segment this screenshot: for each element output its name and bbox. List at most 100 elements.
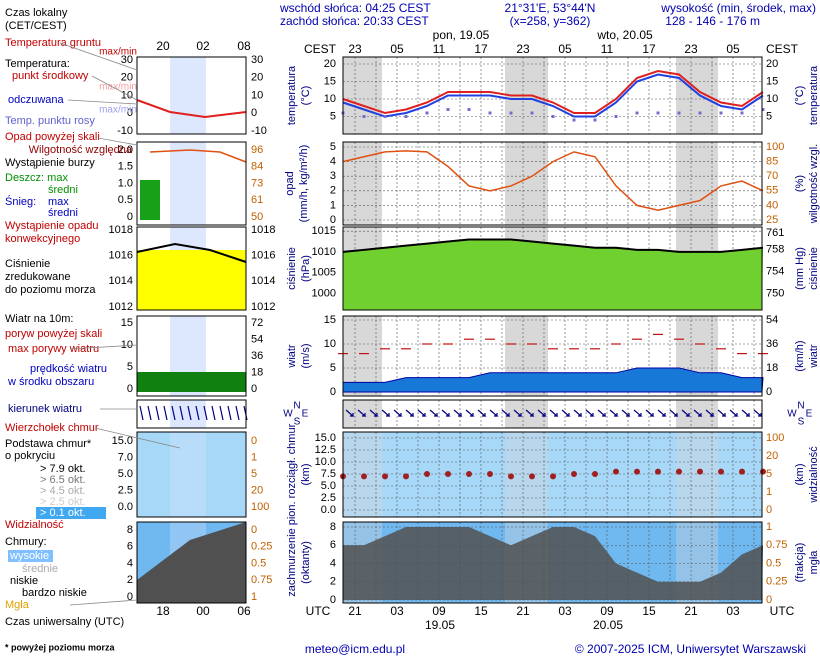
axis-title: (mm Hg)	[794, 247, 806, 290]
dewpoint-mark	[614, 115, 618, 118]
wind-arrow	[597, 409, 607, 417]
axis-title: wiatr	[286, 344, 298, 369]
wind-arrow	[441, 409, 451, 417]
dewpoint-mark	[467, 108, 471, 111]
mini-tick-label: 0	[127, 211, 133, 223]
mini-tick-label: 10	[121, 339, 133, 351]
hour-label: 15	[474, 604, 488, 618]
axis-title: (m/s)	[300, 343, 312, 368]
dewpoint-mark	[425, 111, 429, 115]
label: > 7.9 okt.	[40, 463, 86, 475]
wind-arrow	[717, 409, 727, 417]
mini-wind-arrow	[235, 405, 240, 421]
mini-tick-label: 30	[251, 54, 263, 66]
mini-tick-label: 1016	[109, 250, 133, 262]
y-tick-label: 0.25	[766, 576, 787, 588]
label: Wystąpienie burzy	[5, 157, 95, 169]
axis-title: (°C)	[794, 86, 806, 106]
axis-title: temperatura	[808, 65, 820, 125]
wind-arrow	[681, 409, 691, 417]
panel-border	[342, 315, 763, 397]
mini-tick-label: 5	[251, 468, 257, 480]
pressure-line	[342, 238, 764, 253]
label: Wystąpienie opadu	[5, 220, 98, 232]
mini-tick-label: 1	[251, 451, 257, 463]
cloud-top-mark	[466, 471, 472, 477]
mini-tick-label: 1.5	[118, 161, 133, 173]
y-tick-label: 1005	[312, 267, 336, 279]
mini-tick-label: 4	[127, 557, 133, 569]
night-band	[343, 142, 382, 225]
wind-arrow	[585, 409, 595, 417]
label: max/min	[99, 105, 137, 116]
mini-tick-label: 73	[251, 177, 263, 189]
wind-arrow	[537, 409, 547, 417]
y-tick-label: 5	[330, 362, 336, 374]
y-tick-label: 758	[766, 243, 784, 255]
dewpoint-mark	[656, 111, 660, 115]
y-tick-label: 20	[324, 58, 336, 70]
axis-title: (hPa)	[300, 255, 312, 282]
cloud-top-mark	[760, 468, 766, 475]
mini-hour: 08	[237, 39, 251, 53]
y-tick-label: 0.75	[766, 539, 787, 551]
mini-tick-label: 1012	[109, 301, 133, 313]
mini-border	[136, 431, 247, 518]
axis-title: (km/h)	[794, 340, 806, 371]
mini-tick-label: 50	[251, 211, 263, 223]
compass: E	[302, 409, 309, 420]
mini-day-band	[170, 400, 206, 428]
mini-wind-arrow	[187, 405, 192, 421]
wind-arrow	[561, 409, 571, 417]
label: Ciśnienie	[5, 258, 50, 270]
label: średnie	[22, 563, 58, 575]
axis-title: wiatr	[808, 344, 820, 369]
mini-tick-label: 0	[127, 383, 133, 395]
mini-wind-arrow	[203, 405, 208, 421]
label: max	[48, 196, 69, 208]
wind-arrow	[657, 409, 667, 417]
mini-tick-label: 2.0	[118, 144, 133, 156]
compass: N	[293, 401, 300, 412]
mini-tick-label: 0	[251, 435, 257, 447]
y-tick-label: 1000	[312, 287, 336, 299]
dewpoint-mark	[761, 108, 765, 111]
mini-tick-label: 0	[127, 591, 133, 603]
label: odczuwana	[8, 94, 65, 106]
mini-tick-label: 0.75	[251, 574, 272, 586]
label: > 6.5 okt.	[40, 474, 86, 486]
dewpoint-mark	[383, 115, 387, 118]
label: o pokryciu	[5, 450, 55, 462]
y-tick-label: 5	[330, 110, 336, 122]
wind-arrow	[489, 409, 499, 417]
dewpoint-mark	[593, 118, 597, 122]
mini-tick-label: 100	[251, 501, 269, 513]
y-tick-label: 0	[330, 214, 336, 226]
y-tick-label: 54	[766, 314, 778, 326]
y-tick-label: 0	[330, 594, 336, 606]
label: w środku obszaru	[7, 376, 94, 388]
mini-tick-label: 0	[251, 383, 257, 395]
mini-wind	[137, 372, 246, 392]
mini-humidity	[149, 149, 247, 163]
mini-tick-label: 0	[251, 524, 257, 536]
hour-label: 03	[726, 604, 740, 618]
day-label: pon, 19.05	[433, 28, 490, 42]
label: średni	[48, 184, 78, 196]
y-tick-label: 100	[766, 141, 784, 153]
cloud-top-mark	[508, 473, 514, 480]
panel-border	[342, 399, 763, 429]
axis-title: wilgotność wzgl.	[808, 144, 820, 224]
hour-label: 05	[558, 42, 572, 56]
axis-title: (mm/h, kg/m²/h)	[298, 145, 310, 223]
y-tick-label: 2	[330, 576, 336, 588]
mini-tick-label: 18	[251, 366, 263, 378]
label: Wiatr na 10m:	[5, 313, 73, 325]
compass: W	[787, 409, 797, 420]
mini-tick-label: 1	[251, 591, 257, 603]
dewpoint-mark	[551, 115, 555, 118]
wind-arrow	[753, 409, 763, 417]
wind-arrow	[621, 409, 631, 417]
hour-label: 05	[390, 42, 404, 56]
y-tick-label: 1010	[312, 246, 336, 258]
